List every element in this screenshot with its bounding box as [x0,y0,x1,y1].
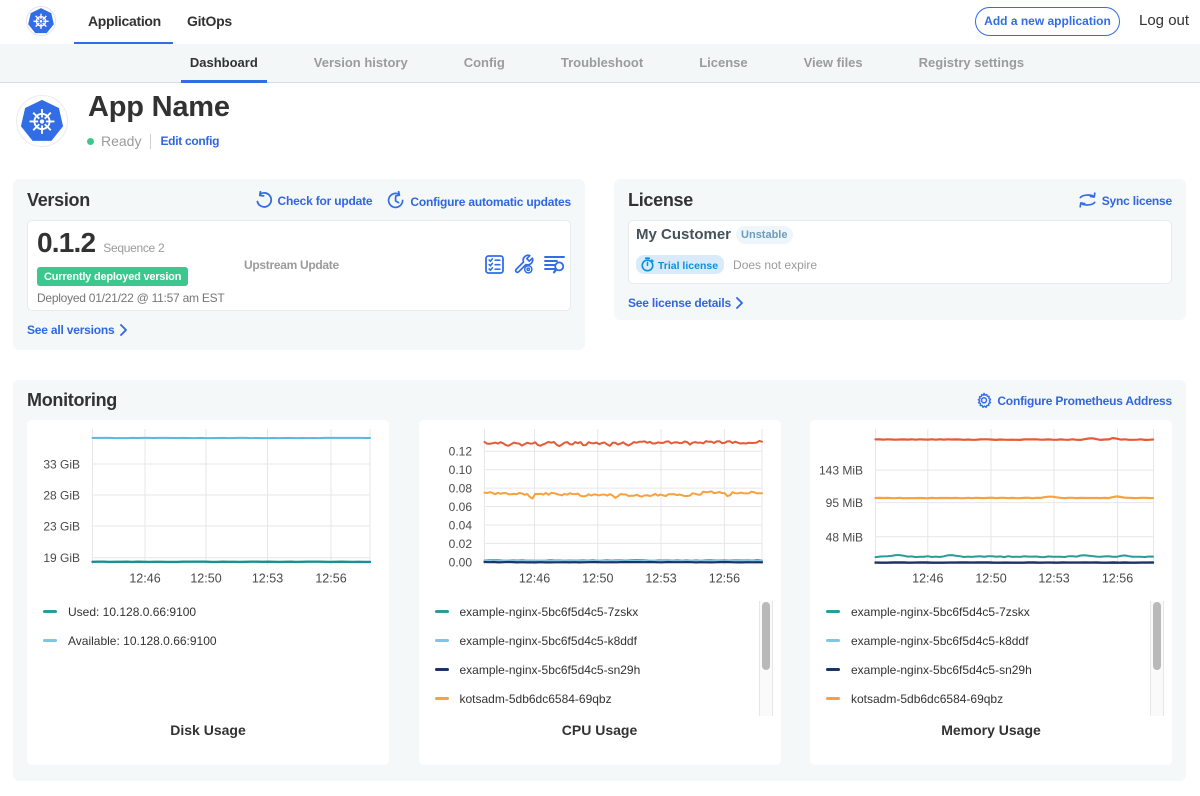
svg-text:12:53: 12:53 [645,572,676,586]
svg-text:143 MiB: 143 MiB [819,464,863,478]
svg-text:12:56: 12:56 [708,572,739,586]
svg-text:28 GiB: 28 GiB [43,489,80,503]
svg-text:12:46: 12:46 [518,572,549,586]
svg-text:12:56: 12:56 [315,572,346,586]
svg-text:0.06: 0.06 [448,500,472,514]
svg-text:23 GiB: 23 GiB [43,520,80,534]
svg-text:0.08: 0.08 [448,482,472,496]
svg-text:12:46: 12:46 [912,572,943,586]
svg-text:12:50: 12:50 [975,572,1006,586]
svg-text:12:50: 12:50 [190,572,221,586]
svg-text:0.12: 0.12 [448,445,472,459]
svg-text:0.04: 0.04 [448,519,472,533]
svg-text:12:46: 12:46 [129,572,160,586]
svg-text:12:56: 12:56 [1102,572,1133,586]
svg-text:48 MiB: 48 MiB [826,530,863,544]
svg-text:0.00: 0.00 [448,555,472,569]
svg-text:19 GiB: 19 GiB [43,551,80,565]
svg-text:95 MiB: 95 MiB [826,496,863,510]
svg-text:0.02: 0.02 [448,537,472,551]
svg-text:33 GiB: 33 GiB [43,458,80,472]
svg-text:0.10: 0.10 [448,463,472,477]
svg-text:12:53: 12:53 [1038,572,1069,586]
svg-text:12:53: 12:53 [252,572,283,586]
svg-text:12:50: 12:50 [582,572,613,586]
